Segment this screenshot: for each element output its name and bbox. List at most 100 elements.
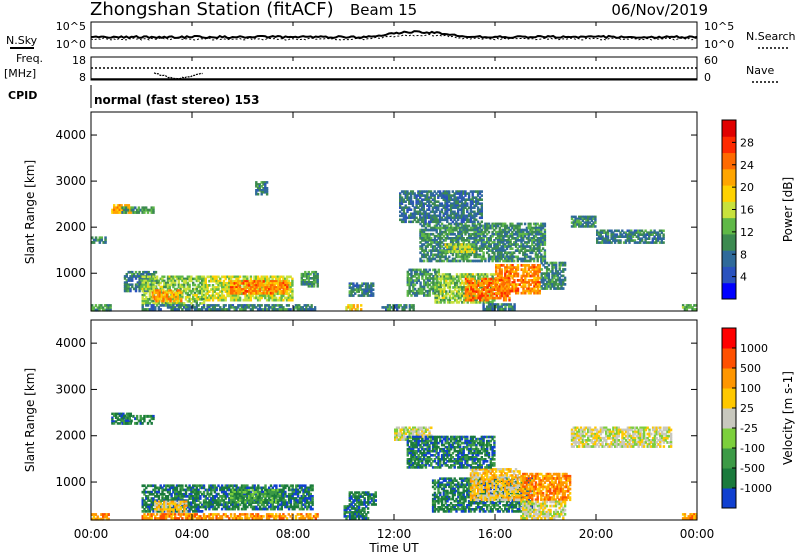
data-cell bbox=[434, 294, 437, 298]
data-cell bbox=[172, 486, 175, 490]
data-cell bbox=[170, 277, 173, 281]
data-cell bbox=[531, 274, 534, 278]
data-cell bbox=[437, 220, 440, 224]
data-cell bbox=[498, 285, 501, 289]
data-cell bbox=[486, 307, 489, 311]
data-cell bbox=[266, 282, 269, 285]
data-cell bbox=[253, 284, 256, 287]
data-cell bbox=[446, 202, 449, 205]
data-cell bbox=[433, 228, 437, 232]
data-cell bbox=[206, 306, 209, 309]
data-cell bbox=[434, 298, 437, 302]
data-cell bbox=[449, 206, 453, 209]
data-cell bbox=[462, 214, 465, 218]
data-cell bbox=[540, 222, 543, 226]
data-cell bbox=[448, 198, 451, 201]
data-cell bbox=[482, 239, 485, 242]
data-cell bbox=[247, 294, 251, 298]
data-cell bbox=[484, 226, 487, 230]
data-cell bbox=[128, 417, 131, 421]
data-cell bbox=[174, 490, 177, 494]
data-cell bbox=[544, 283, 547, 286]
data-cell bbox=[637, 229, 640, 233]
data-cell bbox=[415, 200, 418, 203]
data-cell bbox=[444, 226, 447, 230]
data-cell bbox=[251, 292, 255, 295]
data-cell bbox=[253, 286, 256, 289]
data-cell bbox=[460, 224, 464, 228]
data-cell bbox=[413, 194, 416, 197]
data-cell bbox=[282, 282, 285, 285]
data-cell bbox=[662, 229, 665, 233]
data-cell bbox=[486, 275, 489, 279]
data-cell bbox=[186, 277, 189, 281]
data-cell bbox=[443, 273, 446, 276]
data-cell bbox=[472, 288, 475, 291]
data-cell bbox=[285, 298, 289, 302]
data-cell bbox=[208, 290, 211, 293]
data-cell bbox=[626, 229, 629, 233]
data-cell bbox=[505, 274, 509, 278]
data-cell bbox=[421, 270, 424, 274]
data-cell bbox=[462, 210, 465, 214]
data-cell bbox=[458, 228, 462, 232]
data-cell bbox=[231, 298, 235, 302]
data-cell bbox=[660, 241, 663, 244]
data-cell bbox=[440, 222, 444, 226]
data-cell bbox=[477, 241, 480, 244]
data-cell bbox=[534, 224, 538, 228]
data-cell bbox=[132, 273, 136, 276]
data-cell bbox=[164, 281, 168, 285]
data-cell bbox=[300, 272, 303, 276]
data-cell bbox=[150, 501, 153, 505]
data-cell bbox=[695, 304, 698, 307]
data-cell bbox=[657, 239, 660, 242]
data-cell bbox=[480, 220, 483, 224]
data-cell bbox=[350, 304, 354, 307]
data-cell bbox=[206, 296, 209, 300]
data-cell bbox=[116, 422, 120, 425]
data-cell bbox=[420, 216, 424, 220]
data-cell bbox=[408, 308, 412, 311]
data-cell bbox=[120, 412, 123, 416]
data-cell bbox=[103, 308, 107, 312]
data-cell bbox=[237, 306, 240, 309]
data-cell bbox=[98, 241, 102, 244]
data-cell bbox=[284, 282, 287, 285]
data-cell bbox=[435, 289, 439, 293]
data-cell bbox=[540, 234, 543, 238]
data-cell bbox=[291, 281, 294, 285]
nave-tick-low: 0 bbox=[704, 71, 711, 84]
data-cell bbox=[435, 249, 438, 252]
data-cell bbox=[424, 253, 428, 257]
data-cell bbox=[123, 281, 127, 284]
data-cell bbox=[156, 289, 160, 292]
data-cell bbox=[183, 283, 186, 287]
data-cell bbox=[488, 296, 491, 300]
data-cell bbox=[246, 294, 249, 298]
data-cell bbox=[284, 292, 287, 296]
data-cell bbox=[522, 270, 525, 274]
data-cell bbox=[504, 294, 508, 298]
data-cell bbox=[132, 287, 136, 291]
data-cell bbox=[478, 249, 482, 252]
data-cell bbox=[94, 517, 98, 521]
data-cell bbox=[240, 308, 244, 311]
data-cell bbox=[440, 196, 444, 199]
data-cell bbox=[437, 222, 440, 226]
data-cell bbox=[240, 279, 244, 283]
data-cell bbox=[443, 277, 446, 281]
data-cell bbox=[448, 228, 451, 232]
data-cell bbox=[100, 236, 103, 240]
data-cell bbox=[446, 190, 449, 193]
data-cell bbox=[402, 210, 406, 214]
data-cell bbox=[145, 414, 148, 418]
data-cell bbox=[113, 422, 116, 425]
data-cell bbox=[458, 247, 462, 251]
data-cell bbox=[535, 291, 538, 295]
data-cell bbox=[217, 281, 220, 285]
data-cell bbox=[433, 257, 437, 261]
data-cell bbox=[478, 198, 482, 201]
data-cell bbox=[451, 257, 455, 261]
data-cell bbox=[422, 218, 425, 222]
